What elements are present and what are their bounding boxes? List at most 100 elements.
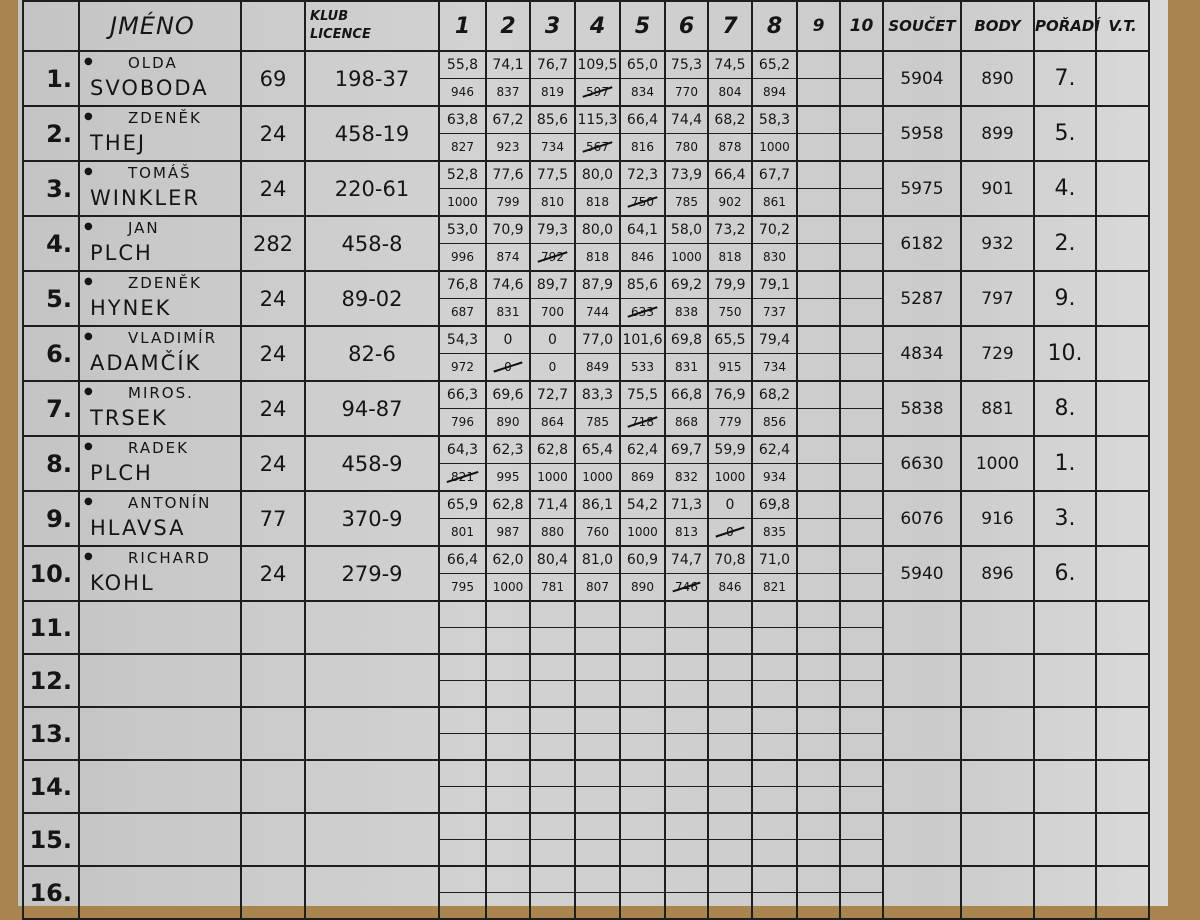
competitor-name: ● ZDENĚK THEJ	[78, 105, 242, 162]
round-cell: 101,6 533	[619, 325, 666, 382]
round-cell	[796, 105, 841, 162]
round-value: 68,2	[753, 382, 796, 409]
round-cell	[438, 653, 487, 708]
round-points: 687	[451, 305, 474, 319]
round-value: 65,0	[621, 52, 664, 79]
round-cell: 85,6 633	[619, 270, 666, 327]
soucet-value: 5838	[882, 380, 962, 437]
round-cell	[796, 706, 841, 761]
round-value: 66,3	[440, 382, 485, 409]
round-cell	[796, 545, 841, 602]
round-cell: 68,2 878	[707, 105, 753, 162]
round-cell	[707, 653, 753, 708]
body-value: 797	[960, 270, 1035, 327]
total-cell	[960, 865, 1035, 920]
round-value: 77,5	[531, 162, 574, 189]
round-cell	[707, 600, 753, 655]
competitor-name: ● VLADIMÍR ADAMČÍK	[78, 325, 242, 382]
round-cell	[619, 812, 666, 867]
round-cell: 74,1 837	[485, 50, 531, 107]
poradi-header: POŘADÍ	[1033, 0, 1100, 52]
round-cell	[839, 325, 884, 382]
results-table: JMÉNO KLUB LICENCE 1 2 3 4 5 6 7 8 9 10 S…	[22, 0, 1150, 920]
round-points: 567	[576, 134, 619, 160]
round-points: 856	[763, 415, 786, 429]
round-cell: 85,6 734	[529, 105, 576, 162]
round-value: 66,8	[666, 382, 707, 409]
round-value: 79,9	[709, 272, 751, 299]
round-cell	[839, 215, 884, 272]
name-header: JMÉNO	[78, 0, 242, 52]
round-points: 1000	[759, 140, 790, 154]
round-cell: 66,3 796	[438, 380, 487, 437]
total-cell	[1095, 865, 1150, 920]
round-points: 750	[718, 305, 742, 319]
round-value: 74,7	[666, 547, 707, 574]
round-cell	[839, 435, 884, 492]
round-cell	[485, 653, 531, 708]
total-cell	[1095, 600, 1150, 655]
first-name: RADEK	[128, 439, 189, 457]
round-points: 1000	[492, 580, 524, 594]
round-cell	[485, 812, 531, 867]
round-cell	[438, 812, 487, 867]
licence-number: 370-9	[304, 490, 440, 547]
vt-cell	[1095, 435, 1150, 492]
round-points: 804	[718, 85, 742, 99]
round-header: 8	[751, 0, 798, 52]
total-cell	[960, 812, 1035, 867]
round-value: 86,1	[576, 492, 619, 519]
round-value: 0	[709, 492, 751, 519]
licence-cell	[304, 759, 440, 814]
round-cell	[839, 600, 884, 655]
round-cell: 71,4 880	[529, 490, 576, 547]
round-cell: 83,3 785	[574, 380, 621, 437]
round-value: 58,3	[753, 107, 796, 134]
competitor-row: 4. ● JAN PLCH 282 458-8 53,0 996 70,9 874 79,3 792 8…	[22, 215, 1150, 272]
round-cell	[664, 759, 709, 814]
round-cell	[796, 380, 841, 437]
dot-mark: ●	[84, 441, 93, 452]
round-cell: 66,4 816	[619, 105, 666, 162]
round-value: 75,5	[621, 382, 664, 409]
round-points: 795	[451, 580, 474, 594]
round-points: 813	[675, 525, 698, 539]
round-points: 1000	[447, 195, 478, 209]
body-value: 1000	[960, 435, 1035, 492]
total-cell	[882, 865, 962, 920]
rank-number: 5.	[22, 270, 80, 327]
round-points: 923	[496, 140, 520, 154]
round-points: 915	[718, 360, 742, 374]
round-value: 89,7	[531, 272, 574, 299]
round-header: 7	[707, 0, 753, 52]
empty-row: 12.	[22, 653, 1150, 708]
round-cell: 72,3 750	[619, 160, 666, 217]
round-value: 115,3	[576, 107, 619, 134]
round-points: 0	[709, 519, 751, 545]
round-cell	[839, 160, 884, 217]
round-points: 849	[586, 360, 609, 374]
round-value: 60,9	[621, 547, 664, 574]
round-points: 878	[718, 140, 742, 154]
round-points: 746	[666, 574, 707, 600]
round-cell: 66,4 795	[438, 545, 487, 602]
competitor-row: 8. ● RADEK PLCH 24 458-9 64,3 821 62,3 995 62,8 100…	[22, 435, 1150, 492]
competitor-name: ● ANTONÍN HLAVSA	[78, 490, 242, 547]
round-value: 76,9	[709, 382, 751, 409]
round-cell: 80,0 818	[574, 160, 621, 217]
first-name: OLDA	[128, 54, 178, 72]
total-cell	[882, 706, 962, 761]
competitor-row: 3. ● TOMÁŠ WINKLER 24 220-61 52,8 1000 77,6 799 77…	[22, 160, 1150, 217]
round-cell: 65,0 834	[619, 50, 666, 107]
round-cell: 70,2 830	[751, 215, 798, 272]
round-cell	[529, 706, 576, 761]
round-cell: 75,3 770	[664, 50, 709, 107]
round-points: 818	[586, 250, 609, 264]
klub-number: 24	[240, 325, 306, 382]
round-value: 73,9	[666, 162, 707, 189]
first-name: ZDENĚK	[128, 109, 202, 127]
round-cell: 79,3 792	[529, 215, 576, 272]
round-points: 0	[487, 354, 529, 380]
competitor-row: 9. ● ANTONÍN HLAVSA 77 370-9 65,9 801 62,8 987 71,…	[22, 490, 1150, 547]
total-cell	[960, 600, 1035, 655]
